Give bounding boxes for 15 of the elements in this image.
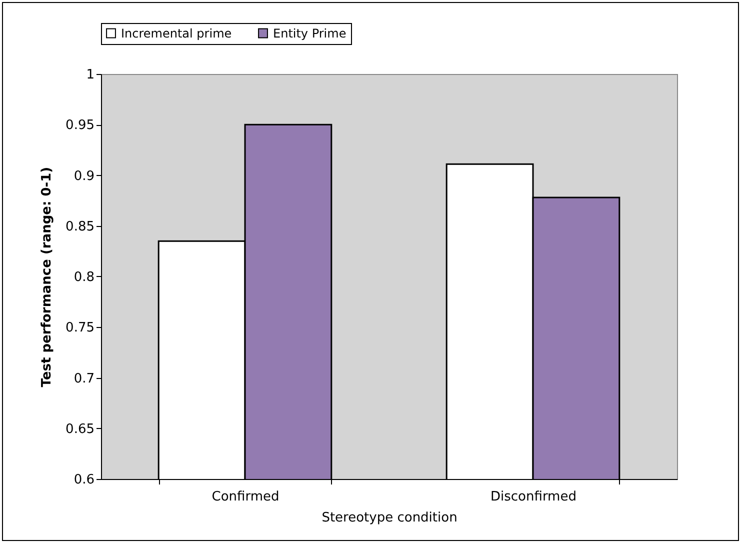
y-tick-label: 0.95 (66, 118, 94, 134)
y-tick-label: 1 (86, 68, 94, 82)
y-axis-title: Test performance (range: 0-1) (40, 166, 55, 388)
legend-label: Entity Prime (273, 26, 346, 40)
legend-label: Incremental prime (121, 26, 232, 40)
y-tick-label: 0.7 (74, 371, 94, 386)
y-tick-label: 0.9 (74, 168, 94, 184)
y-tick-label: 0.6 (74, 472, 94, 488)
y-tick-label: 0.8 (74, 270, 94, 285)
y-tick-label: 0.85 (66, 219, 94, 234)
x-tick-label: Confirmed (212, 490, 280, 504)
y-tick-label: 0.65 (66, 422, 94, 437)
x-axis-title: Stereotype condition (322, 510, 458, 526)
x-tick-label: Disconfirmed (490, 490, 576, 504)
y-tick-label: 0.75 (66, 320, 94, 336)
